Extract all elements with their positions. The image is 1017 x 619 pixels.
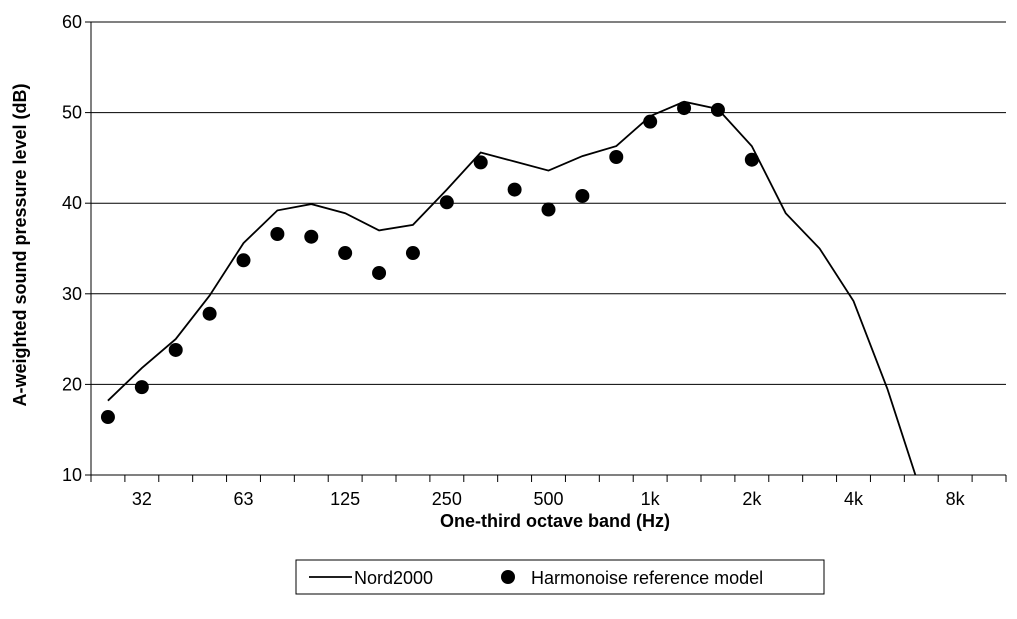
legend-swatch-harmonoise [501,570,515,584]
data-point-harmonoise-reference-model [575,189,589,203]
y-tick-label: 30 [62,284,82,304]
x-tick-label: 8k [946,489,966,509]
data-point-harmonoise-reference-model [135,380,149,394]
x-tick-label: 4k [844,489,864,509]
y-tick-label: 50 [62,103,82,123]
axes [91,22,1006,475]
data-point-harmonoise-reference-model [474,155,488,169]
y-tick-label: 40 [62,193,82,213]
data-point-harmonoise-reference-model [372,266,386,280]
data-point-harmonoise-reference-model [440,195,454,209]
x-tick-label: 63 [233,489,253,509]
data-point-harmonoise-reference-model [101,410,115,424]
data-point-harmonoise-reference-model [270,227,284,241]
data-point-harmonoise-reference-model [237,253,251,267]
data-point-harmonoise-reference-model [203,307,217,321]
y-tick-label: 10 [62,465,82,485]
x-tick-label: 2k [742,489,762,509]
data-point-harmonoise-reference-model [745,153,759,167]
x-tick-label: 32 [132,489,152,509]
y-tick-label: 60 [62,12,82,32]
data-point-harmonoise-reference-model [542,203,556,217]
data-point-harmonoise-reference-model [508,183,522,197]
x-axis-label: One-third octave band (Hz) [440,511,670,531]
x-tick-label: 250 [432,489,462,509]
x-tick-label: 500 [533,489,563,509]
legend-label-nord2000: Nord2000 [354,568,433,588]
data-point-harmonoise-reference-model [643,115,657,129]
data-point-harmonoise-reference-model [169,343,183,357]
data-point-harmonoise-reference-model [406,246,420,260]
data-point-harmonoise-reference-model [338,246,352,260]
y-axis-label: A-weighted sound pressure level (dB) [10,83,30,406]
x-tick-label: 1k [641,489,661,509]
data-point-harmonoise-reference-model [304,230,318,244]
data-point-harmonoise-reference-model [609,150,623,164]
series-layer [101,101,921,493]
data-point-harmonoise-reference-model [711,103,725,117]
x-tick-label: 125 [330,489,360,509]
data-point-harmonoise-reference-model [677,101,691,115]
x-axis-ticks: 32 63 125 250 500 1k 2k 4k 8k [91,475,1006,509]
legend: Nord2000 Harmonoise reference model [296,560,824,594]
y-tick-label: 20 [62,374,82,394]
series-line-nord2000 [108,102,921,493]
y-axis-ticks: 10 20 30 40 50 60 [62,12,91,485]
legend-label-harmonoise: Harmonoise reference model [531,568,763,588]
